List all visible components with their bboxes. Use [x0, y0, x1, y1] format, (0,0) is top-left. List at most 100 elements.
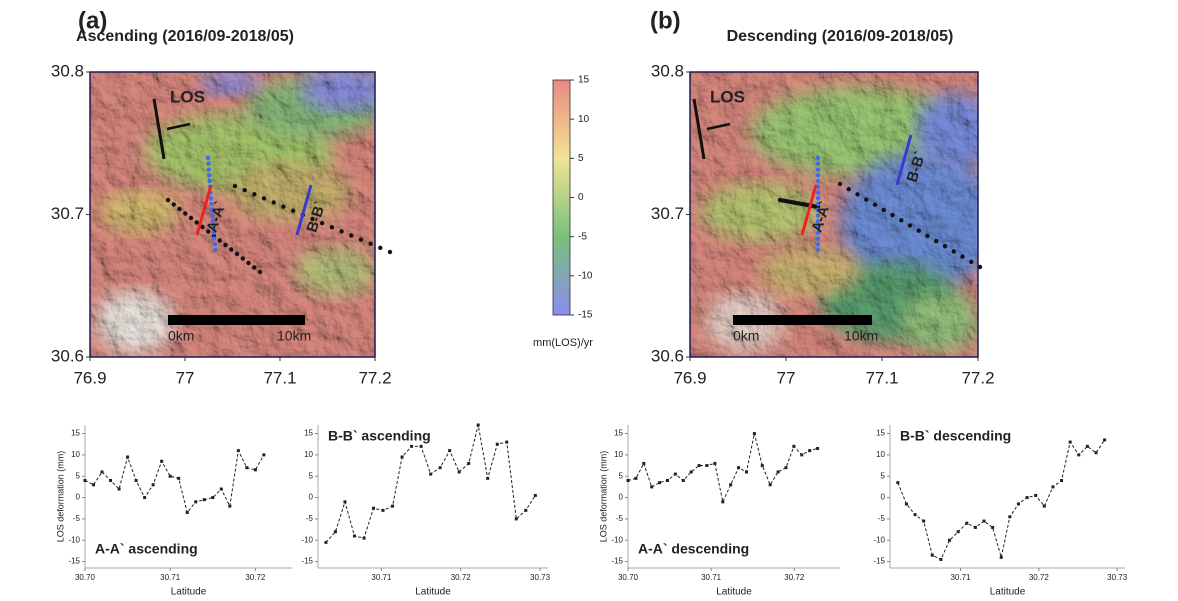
data-point [721, 500, 725, 504]
profile-dot [358, 237, 364, 242]
profile-dot [240, 256, 245, 261]
profile-arrow [195, 184, 213, 236]
data-point [134, 478, 138, 482]
profile-dot [881, 207, 886, 213]
data-point [784, 466, 788, 470]
los-label: LOS [170, 87, 205, 106]
profile-dot [339, 229, 344, 234]
map-image [690, 72, 978, 357]
y-tick-label: -15 [301, 557, 313, 566]
map-title: Descending (2016/09-2018/05) [727, 28, 954, 45]
profile-dot [960, 254, 965, 259]
data-point [83, 478, 87, 482]
data-point [92, 483, 96, 487]
y-tick-label: 10 [614, 450, 623, 459]
colorbar-tick-label: -10 [578, 270, 593, 281]
x-tick-label: 77.1 [865, 368, 898, 387]
y-tick-label: 0 [619, 493, 624, 502]
profile-dot [319, 220, 325, 226]
profile-dot [229, 247, 234, 252]
los-arrow [152, 98, 166, 160]
data-point [168, 474, 172, 478]
profile-dot [855, 192, 860, 197]
panel-label: (a) [78, 7, 107, 34]
x-tick-label: 30.72 [451, 573, 472, 582]
data-point [973, 525, 977, 529]
profile-dot [934, 238, 939, 244]
x-tick-label: 30.71 [371, 573, 392, 582]
y-tick-label: -15 [611, 557, 623, 566]
data-point [658, 481, 662, 485]
data-point [505, 440, 509, 444]
profile-dot [209, 201, 214, 207]
data-point [486, 476, 490, 480]
data-point [262, 453, 266, 457]
data-point [343, 500, 347, 504]
data-point [177, 476, 181, 480]
y-tick-label: 10 [304, 450, 313, 459]
profile-dot [211, 224, 216, 230]
profile-dot [207, 178, 212, 184]
data-point [913, 513, 917, 517]
profile-dot [217, 238, 222, 243]
los-arrow [692, 98, 706, 160]
y-tick-label: 30.7 [51, 204, 84, 223]
x-tick-label: 30.71 [701, 573, 722, 582]
y-tick-label: -10 [611, 535, 623, 544]
data-point [792, 444, 796, 448]
data-point [109, 478, 113, 482]
x-tick-label: 77 [777, 368, 796, 387]
y-tick-label: 5 [881, 471, 886, 480]
y-tick-label: 5 [309, 471, 314, 480]
data-point [160, 459, 164, 463]
profile-dot [864, 197, 869, 202]
data-point [372, 506, 376, 510]
profile-arrow [895, 134, 913, 186]
y-tick-label: 30.6 [651, 346, 684, 365]
profile-dot [387, 249, 393, 255]
data-point [930, 553, 934, 557]
colorbar-tick-label: 10 [578, 114, 590, 125]
profile-dot [907, 223, 913, 228]
x-tick-label: 30.72 [784, 573, 805, 582]
y-tick-label: -5 [73, 514, 81, 523]
x-tick-label: 30.70 [618, 573, 639, 582]
colorbar-tick-label: 0 [578, 192, 584, 203]
data-point [965, 521, 969, 525]
data-point [495, 442, 499, 446]
x-tick-label: 77.2 [961, 368, 994, 387]
profile-dot [977, 264, 983, 270]
data-point [410, 444, 414, 448]
profile-dot [188, 215, 194, 221]
data-point [381, 508, 385, 512]
hillshade [690, 72, 978, 357]
colorbar-tick-label: 15 [578, 75, 590, 86]
y-tick-label: 0 [76, 493, 81, 502]
hillshade [90, 72, 375, 357]
data-point [1085, 444, 1089, 448]
x-axis-label: Latitude [990, 587, 1026, 598]
profile-dot [252, 265, 257, 270]
profile-dot [925, 233, 930, 239]
profile-dot [206, 167, 212, 172]
los-arrow [706, 122, 731, 131]
profile-dot [815, 161, 821, 166]
y-tick-label: 5 [619, 471, 624, 480]
data-point [673, 472, 677, 476]
profile-dot [815, 207, 821, 212]
profile-dot [815, 236, 821, 241]
profile-dot [281, 204, 286, 209]
scale-label: 10km [844, 328, 878, 344]
data-point [1068, 440, 1072, 444]
data-point [642, 461, 646, 465]
x-tick-label: 30.73 [530, 573, 551, 582]
profile-dot [942, 244, 948, 249]
data-point [185, 511, 189, 515]
series-line [897, 439, 1106, 561]
profile-dot [242, 187, 247, 193]
data-point [1025, 496, 1029, 500]
data-point [419, 444, 423, 448]
data-point [1042, 504, 1046, 508]
x-tick-label: 77.1 [263, 368, 296, 387]
